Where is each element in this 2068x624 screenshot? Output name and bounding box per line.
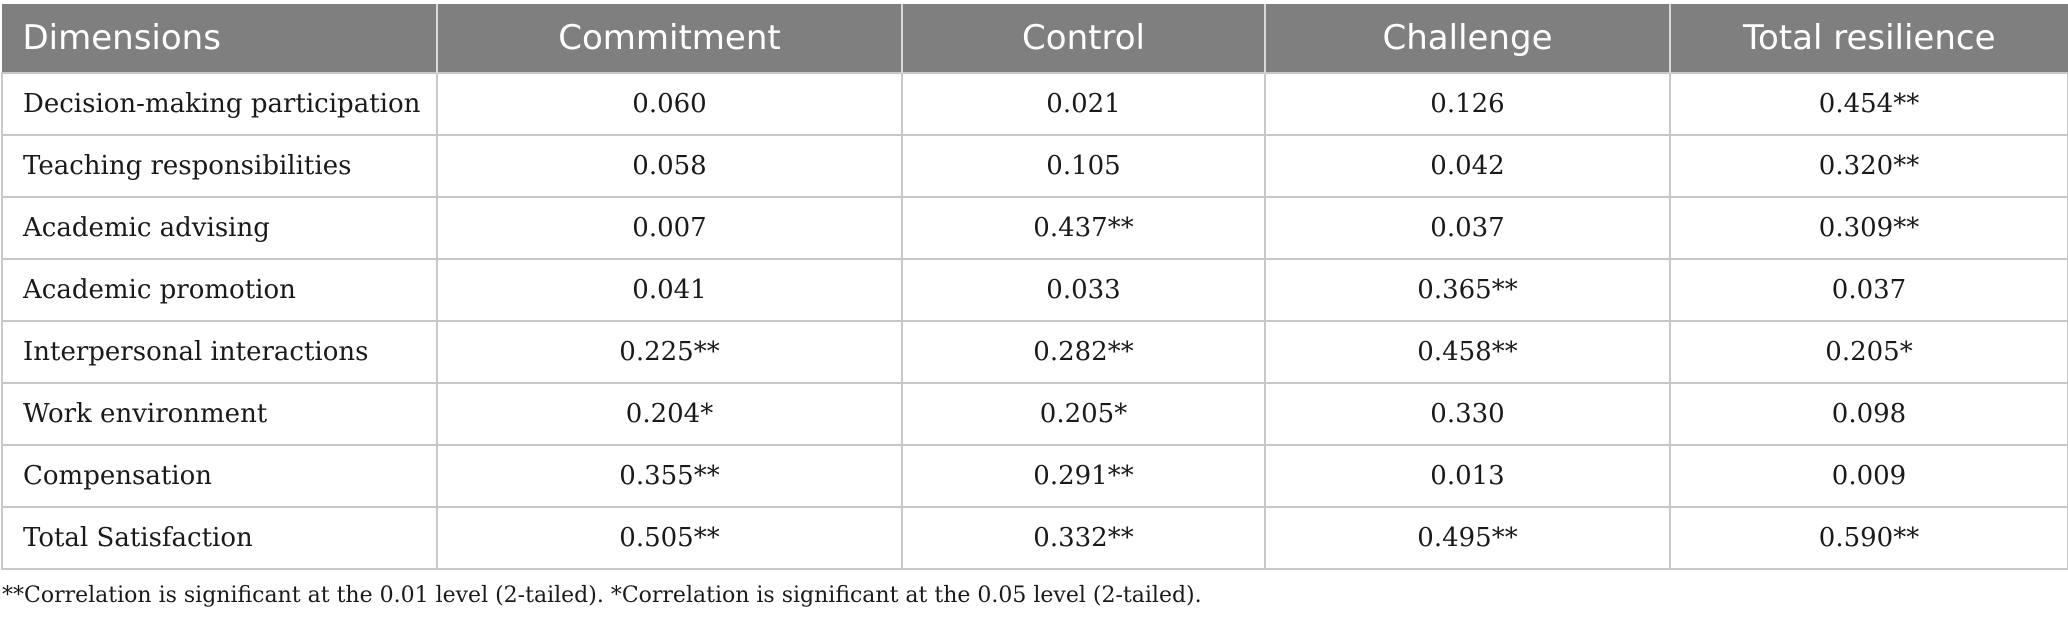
cell-total-resilience: 0.037	[1669, 258, 2068, 322]
cell-commitment: 0.007	[436, 196, 903, 260]
table-row: Teaching responsibilities 0.058 0.105 0.…	[1, 134, 2068, 198]
cell-challenge: 0.458**	[1264, 320, 1671, 384]
cell-challenge: 0.495**	[1264, 506, 1671, 570]
cell-commitment: 0.058	[436, 134, 903, 198]
row-label: Decision-making participation	[1, 72, 438, 136]
cell-commitment: 0.060	[436, 72, 903, 136]
table-row: Decision-making participation 0.060 0.02…	[1, 72, 2068, 136]
correlation-table: Dimensions Commitment Control Challenge …	[1, 4, 2068, 570]
table-row: Work environment 0.204* 0.205* 0.330 0.0…	[1, 382, 2068, 446]
header-dimensions: Dimensions	[1, 4, 438, 73]
header-challenge: Challenge	[1264, 4, 1671, 73]
cell-total-resilience: 0.205*	[1669, 320, 2068, 384]
table-row: Academic advising 0.007 0.437** 0.037 0.…	[1, 196, 2068, 260]
cell-total-resilience: 0.098	[1669, 382, 2068, 446]
cell-commitment: 0.505**	[436, 506, 903, 570]
table-row: Compensation 0.355** 0.291** 0.013 0.009	[1, 444, 2068, 508]
cell-control: 0.291**	[901, 444, 1266, 508]
cell-control: 0.033	[901, 258, 1266, 322]
cell-total-resilience: 0.454**	[1669, 72, 2068, 136]
row-label: Interpersonal interactions	[1, 320, 438, 384]
header-control: Control	[901, 4, 1266, 73]
table-footnote: **Correlation is significant at the 0.01…	[2, 583, 1202, 608]
cell-control: 0.332**	[901, 506, 1266, 570]
cell-control: 0.205*	[901, 382, 1266, 446]
cell-challenge: 0.037	[1264, 196, 1671, 260]
cell-commitment: 0.204*	[436, 382, 903, 446]
cell-control: 0.105	[901, 134, 1266, 198]
row-label: Academic advising	[1, 196, 438, 260]
cell-total-resilience: 0.309**	[1669, 196, 2068, 260]
cell-challenge: 0.330	[1264, 382, 1671, 446]
cell-challenge: 0.013	[1264, 444, 1671, 508]
cell-control: 0.282**	[901, 320, 1266, 384]
row-label: Academic promotion	[1, 258, 438, 322]
row-label: Total Satisfaction	[1, 506, 438, 570]
cell-total-resilience: 0.590**	[1669, 506, 2068, 570]
cell-control: 0.437**	[901, 196, 1266, 260]
table-row: Total Satisfaction 0.505** 0.332** 0.495…	[1, 506, 2068, 570]
correlation-table-container: Dimensions Commitment Control Challenge …	[1, 4, 2068, 570]
row-label: Work environment	[1, 382, 438, 446]
row-label: Teaching responsibilities	[1, 134, 438, 198]
cell-control: 0.021	[901, 72, 1266, 136]
cell-challenge: 0.365**	[1264, 258, 1671, 322]
row-label: Compensation	[1, 444, 438, 508]
cell-commitment: 0.225**	[436, 320, 903, 384]
cell-total-resilience: 0.009	[1669, 444, 2068, 508]
cell-commitment: 0.355**	[436, 444, 903, 508]
cell-challenge: 0.042	[1264, 134, 1671, 198]
table-row: Interpersonal interactions 0.225** 0.282…	[1, 320, 2068, 384]
cell-commitment: 0.041	[436, 258, 903, 322]
cell-challenge: 0.126	[1264, 72, 1671, 136]
table-row: Academic promotion 0.041 0.033 0.365** 0…	[1, 258, 2068, 322]
header-total-resilience: Total resilience	[1669, 4, 2068, 73]
header-row: Dimensions Commitment Control Challenge …	[1, 4, 2068, 73]
cell-total-resilience: 0.320**	[1669, 134, 2068, 198]
header-commitment: Commitment	[436, 4, 903, 73]
